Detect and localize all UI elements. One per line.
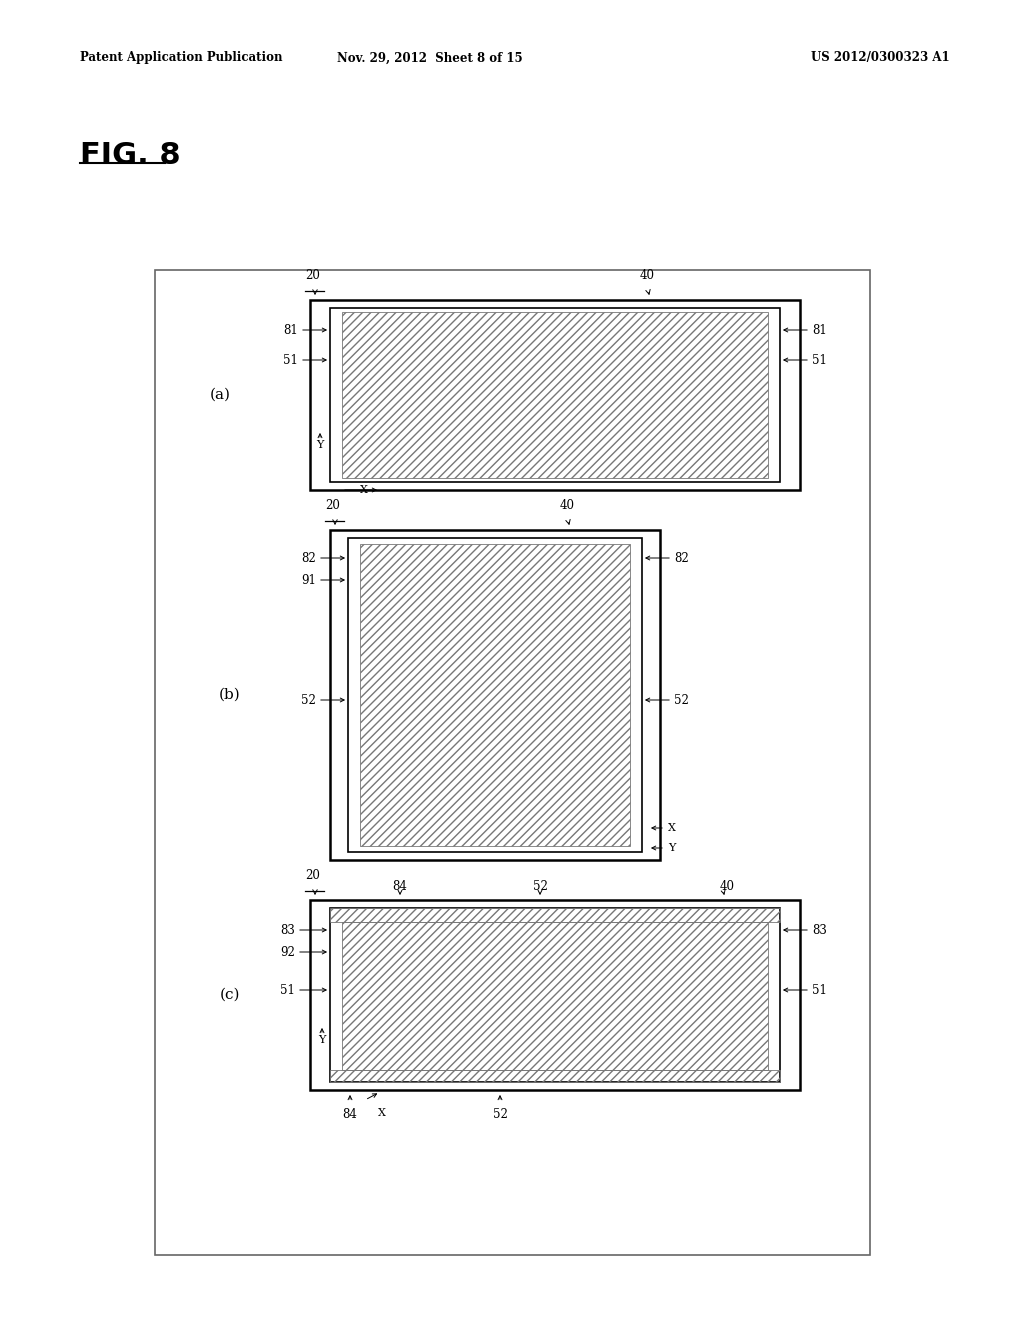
- Bar: [310, 300, 800, 490]
- Text: Y: Y: [318, 1035, 326, 1045]
- Text: Nov. 29, 2012  Sheet 8 of 15: Nov. 29, 2012 Sheet 8 of 15: [337, 51, 523, 65]
- Text: (b): (b): [219, 688, 241, 702]
- Text: 52: 52: [674, 693, 689, 706]
- Text: 40: 40: [560, 499, 575, 512]
- Text: Y: Y: [668, 843, 676, 853]
- Text: Patent Application Publication: Patent Application Publication: [80, 51, 283, 65]
- Text: 51: 51: [812, 983, 826, 997]
- Bar: [348, 539, 642, 851]
- Text: 20: 20: [305, 869, 319, 882]
- Text: 51: 51: [283, 354, 298, 367]
- Text: (c): (c): [220, 987, 241, 1002]
- Text: X: X: [668, 822, 676, 833]
- Text: 40: 40: [720, 880, 735, 894]
- Text: FIG. 8: FIG. 8: [80, 140, 180, 169]
- Bar: [330, 908, 780, 1082]
- Text: X: X: [360, 484, 368, 495]
- Text: 20: 20: [325, 499, 340, 512]
- Text: 20: 20: [305, 269, 319, 282]
- Bar: [155, 271, 870, 1255]
- Text: 83: 83: [281, 924, 295, 936]
- Text: 91: 91: [301, 573, 316, 586]
- Bar: [360, 544, 630, 846]
- Text: Y: Y: [316, 440, 324, 450]
- Text: 82: 82: [301, 552, 316, 565]
- Text: 84: 84: [343, 1107, 357, 1121]
- Text: 52: 52: [493, 1107, 508, 1121]
- Text: 40: 40: [640, 269, 655, 282]
- Text: (a): (a): [210, 388, 230, 403]
- Text: 81: 81: [812, 323, 826, 337]
- Bar: [342, 921, 768, 1071]
- Text: 51: 51: [812, 354, 826, 367]
- Text: 83: 83: [812, 924, 826, 936]
- Text: 52: 52: [532, 880, 548, 894]
- Text: US 2012/0300323 A1: US 2012/0300323 A1: [811, 51, 950, 65]
- Text: X: X: [378, 1107, 386, 1118]
- Bar: [330, 531, 660, 861]
- Text: 84: 84: [392, 880, 408, 894]
- Text: 92: 92: [281, 945, 295, 958]
- Text: 81: 81: [284, 323, 298, 337]
- Bar: [330, 308, 780, 482]
- Bar: [330, 1071, 780, 1082]
- Bar: [330, 908, 780, 921]
- Text: 51: 51: [281, 983, 295, 997]
- Bar: [310, 900, 800, 1090]
- Bar: [342, 312, 768, 478]
- Text: 52: 52: [301, 693, 316, 706]
- Text: 82: 82: [674, 552, 689, 565]
